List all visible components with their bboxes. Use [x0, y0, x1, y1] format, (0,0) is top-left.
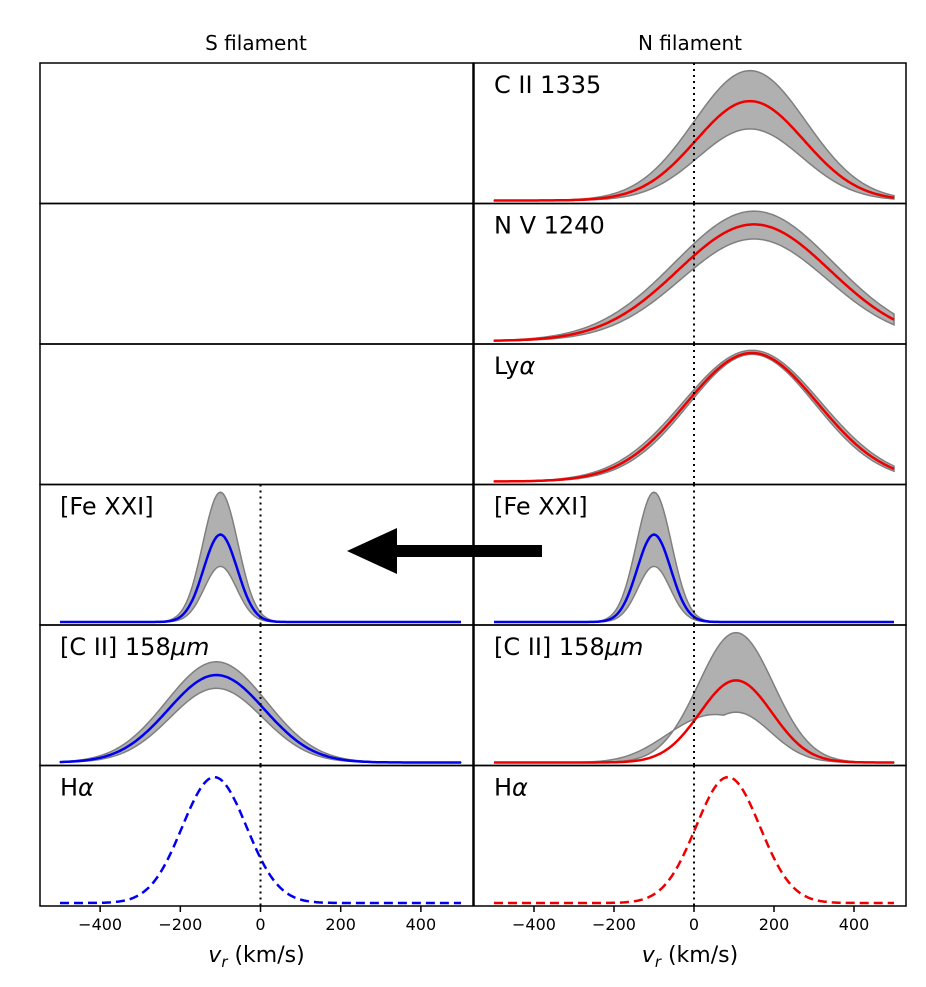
- column-title-n: N filament: [638, 31, 742, 55]
- panel-label-text: [C II] 158: [60, 633, 171, 661]
- uncertainty-band: [59, 661, 462, 764]
- panel-label: [Fe XXI]: [60, 493, 154, 521]
- panel-label-text: H: [60, 774, 78, 802]
- panel-label-text: H: [494, 774, 512, 802]
- x-tick-label: 0: [689, 915, 699, 934]
- panel-frame: [39, 343, 474, 486]
- panel-label-text: C II 1335: [494, 71, 601, 99]
- panel-label-text: [C II] 158: [494, 633, 605, 661]
- panel-4-1: [C II] 158μm: [473, 624, 907, 767]
- x-axis-label: vr (km/s): [208, 943, 304, 971]
- x-axes-group: −400 −200 0 200 400 vr (km/s) −400 −200 0 200 400 v…: [78, 906, 869, 971]
- x-tick-label: −200: [158, 915, 202, 934]
- uncertainty-band: [493, 210, 895, 342]
- panel-label-text: N V 1240: [494, 212, 605, 240]
- panel-frame: [473, 343, 907, 486]
- panel-5-0: Hα: [39, 764, 474, 907]
- panel-0-1: C II 1335: [473, 62, 907, 205]
- panel-0-0: [39, 62, 474, 205]
- column-title-s: S filament: [205, 31, 307, 55]
- x-tick-label: 400: [406, 915, 437, 934]
- panel-label: C II 1335: [494, 71, 601, 99]
- panel-2-1: Lyα: [473, 343, 907, 486]
- profile-line: [494, 533, 894, 624]
- panel-1-1: N V 1240: [473, 202, 907, 345]
- panel-frame: [39, 764, 474, 907]
- panel-label-text: [Fe XXI]: [494, 493, 588, 521]
- uncertainty-band: [493, 349, 895, 483]
- x-tick-label: −400: [512, 915, 556, 934]
- panel-frame: [39, 202, 474, 345]
- panel-frame: [39, 62, 474, 205]
- panel-label-greek: μm: [604, 633, 644, 661]
- panel-3-0: [Fe XXI]: [39, 483, 474, 626]
- panel-label-greek: μm: [170, 633, 210, 661]
- panel-label-greek: α: [512, 774, 528, 802]
- panel-label-text: Ly: [494, 352, 519, 380]
- arrow-shaft: [395, 545, 542, 557]
- x-tick-label: 0: [255, 915, 265, 934]
- profile-line: [59, 673, 461, 764]
- profile-line: [494, 679, 894, 764]
- x-tick-label: 200: [325, 915, 356, 934]
- panel-5-1: Hα: [473, 764, 907, 907]
- uncertainty-band: [60, 491, 461, 623]
- panel-label: Lyα: [494, 352, 535, 380]
- panel-2-0: [39, 343, 474, 486]
- x-tick-label: 200: [759, 915, 790, 934]
- panel-label-text: [Fe XXI]: [60, 493, 154, 521]
- profile-line: [493, 223, 895, 342]
- panel-label-greek: α: [78, 774, 94, 802]
- arrow-head: [347, 528, 397, 574]
- panel-label: Hα: [494, 774, 528, 802]
- panel-label: [Fe XXI]: [494, 493, 588, 521]
- x-tick-label: 400: [839, 915, 870, 934]
- uncertainty-band: [494, 491, 894, 623]
- x-tick-label: −400: [78, 915, 122, 934]
- panel-label: [C II] 158μm: [60, 633, 209, 661]
- panel-label: [C II] 158μm: [494, 633, 643, 661]
- panel-label-greek: α: [519, 352, 535, 380]
- panel-frame: [473, 764, 907, 907]
- panel-label: Hα: [60, 774, 94, 802]
- panel-4-0: [C II] 158μm: [39, 624, 474, 767]
- panel-1-0: [39, 202, 474, 345]
- arrow-annotation: [347, 528, 542, 574]
- x-tick-label: −200: [592, 915, 636, 934]
- panel-label: N V 1240: [494, 212, 605, 240]
- profile-line: [494, 351, 895, 483]
- x-axis-label: vr (km/s): [642, 943, 738, 971]
